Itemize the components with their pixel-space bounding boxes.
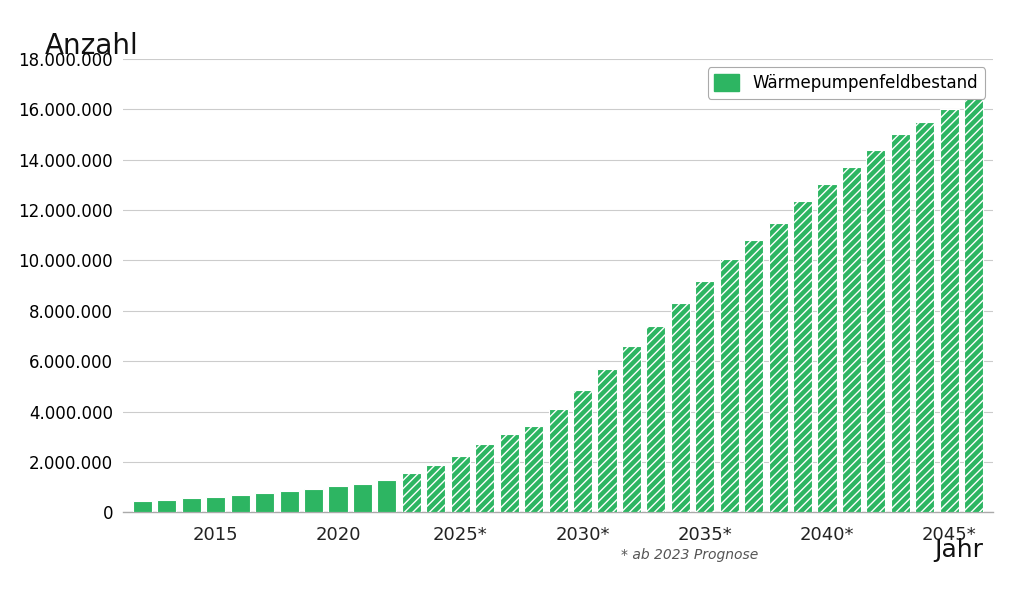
Bar: [206, 497, 225, 512]
Bar: [500, 434, 519, 512]
Text: Jahr: Jahr: [934, 538, 983, 562]
Bar: [353, 484, 372, 512]
Bar: [744, 240, 763, 512]
Bar: [695, 280, 715, 512]
Legend: Wärmepumpenfeldbestand: Wärmepumpenfeldbestand: [708, 67, 985, 99]
Bar: [158, 500, 176, 512]
Bar: [891, 134, 910, 512]
Text: Anzahl: Anzahl: [45, 32, 138, 59]
Bar: [451, 456, 470, 512]
Bar: [965, 94, 983, 512]
Bar: [255, 493, 274, 512]
Bar: [597, 369, 616, 512]
Bar: [940, 110, 958, 512]
Bar: [671, 303, 690, 512]
Bar: [304, 489, 324, 512]
Bar: [426, 465, 445, 512]
Bar: [915, 122, 934, 512]
Bar: [793, 201, 812, 512]
Bar: [842, 167, 861, 512]
Bar: [401, 474, 421, 512]
Text: * ab 2023 Prognose: * ab 2023 Prognose: [621, 548, 758, 562]
Bar: [133, 501, 152, 512]
Bar: [329, 487, 347, 512]
Bar: [622, 346, 641, 512]
Bar: [573, 391, 592, 512]
Bar: [549, 409, 567, 512]
Bar: [646, 326, 666, 512]
Bar: [866, 150, 886, 512]
Bar: [230, 495, 250, 512]
Bar: [524, 425, 543, 512]
Bar: [280, 491, 299, 512]
Bar: [720, 259, 738, 512]
Bar: [182, 498, 201, 512]
Bar: [769, 223, 787, 512]
Bar: [378, 481, 396, 512]
Bar: [817, 184, 837, 512]
Bar: [475, 444, 495, 512]
